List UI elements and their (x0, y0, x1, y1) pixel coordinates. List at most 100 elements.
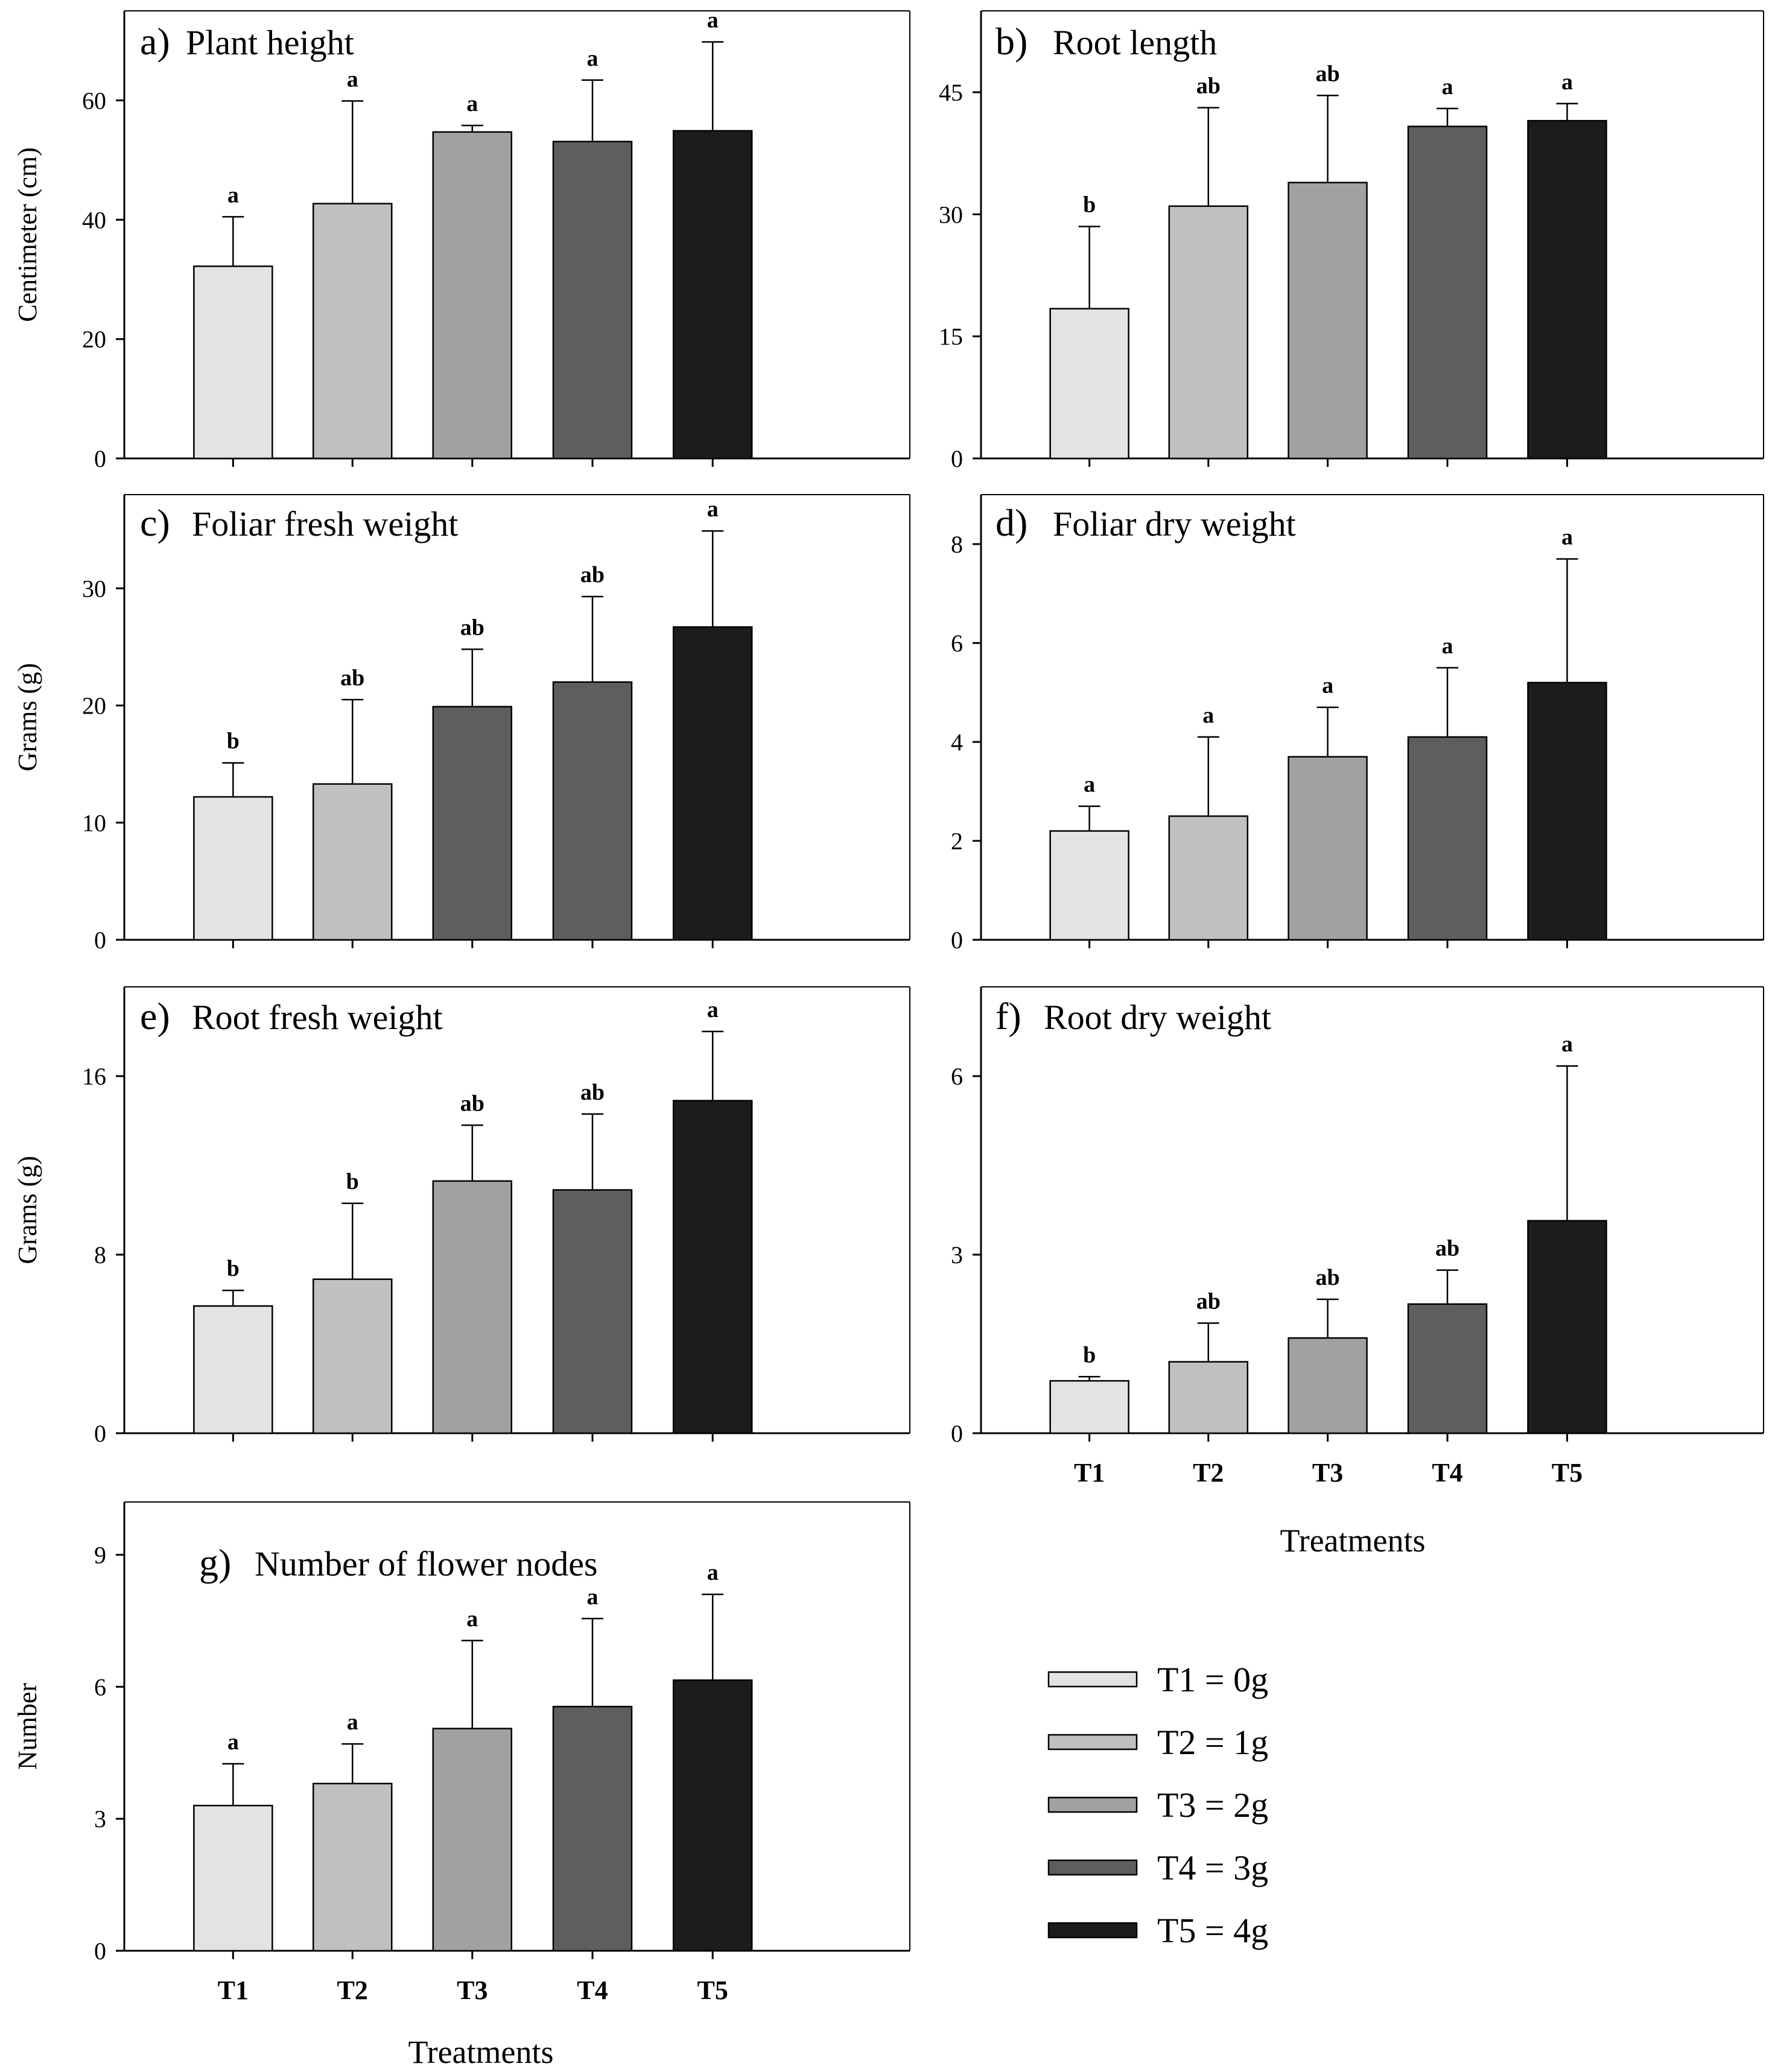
y-tick-label: 20 (82, 326, 106, 353)
significance-label: ab (1316, 1265, 1340, 1290)
bar-t1 (1049, 1380, 1129, 1434)
y-tick-label: 8 (951, 531, 963, 558)
significance-label: a (707, 496, 719, 522)
bar-t4 (552, 1705, 633, 1952)
legend-label: T2 = 1g (1157, 1723, 1268, 1762)
bar-t5 (1527, 1220, 1607, 1434)
significance-label: a (1084, 772, 1095, 797)
y-tick-label: 0 (951, 445, 963, 472)
bar-t3 (1288, 756, 1368, 941)
y-tick-label: 6 (951, 1063, 963, 1090)
bar-t5 (672, 1100, 753, 1434)
y-tick-label: 6 (94, 1673, 106, 1700)
y-tick-label: 0 (94, 445, 106, 472)
y-tick-label: 15 (939, 323, 963, 350)
y-tick-label: 30 (82, 575, 106, 602)
bar-t5 (1527, 682, 1607, 941)
panel-letter: d) (996, 501, 1027, 544)
panel-e: 0 8 16 Grams (g) b b ab ab a e) Root fresh weight (13, 986, 910, 1447)
significance-label: ab (460, 1091, 484, 1116)
x-tick-label: T3 (457, 1975, 487, 2005)
bar-t2 (1168, 1361, 1249, 1434)
significance-label: a (1202, 703, 1214, 728)
significance-label: a (227, 1729, 239, 1755)
bar-t5 (672, 1679, 753, 1952)
bar-t1 (193, 796, 273, 941)
panel-title: Root length (1053, 23, 1217, 62)
significance-label: ab (340, 665, 364, 691)
bar-t4 (552, 1189, 633, 1434)
bar-t2 (1168, 815, 1249, 941)
significance-label: a (707, 997, 719, 1022)
panel-title: Foliar dry weight (1053, 504, 1296, 543)
significance-label: a (347, 66, 358, 92)
y-tick-label: 8 (94, 1241, 106, 1269)
y-tick-label: 10 (82, 809, 106, 837)
x-tick-label: T1 (218, 1975, 249, 2005)
y-axis-label: Number (13, 1683, 42, 1770)
significance-label: b (1083, 1342, 1096, 1367)
y-tick-label: 3 (951, 1241, 963, 1269)
significance-label: ab (1196, 1288, 1221, 1314)
bar-t4 (552, 141, 633, 460)
bar-t1 (193, 1305, 273, 1434)
significance-label: b (346, 1169, 359, 1194)
significance-label: a (1442, 633, 1453, 659)
bar-t3 (432, 131, 513, 460)
significance-label: a (1561, 525, 1573, 550)
bar-t3 (1288, 182, 1368, 460)
panel-c: 0 10 20 30 Grams (g) b ab ab ab a c) Foliar fresh w… (13, 494, 910, 954)
bar-t4 (1407, 1303, 1488, 1434)
y-tick-label: 16 (82, 1063, 106, 1090)
bar-t1 (1049, 308, 1129, 460)
y-tick-label: 40 (82, 206, 106, 233)
legend-label: T3 = 2g (1157, 1785, 1268, 1825)
x-tick-label: T3 (1312, 1458, 1343, 1487)
significance-label: a (347, 1709, 358, 1735)
y-tick-label: 4 (951, 729, 963, 756)
legend-swatch (1047, 1734, 1138, 1750)
panel-a: 0 20 40 60 Centimeter (cm) a a a a a a) Plant heigh… (13, 7, 910, 472)
x-tick-label: T4 (577, 1975, 608, 2005)
bar-t4 (552, 681, 633, 941)
significance-label: a (466, 1606, 478, 1632)
bar-t1 (1049, 830, 1129, 941)
panel-letter: c) (140, 501, 170, 544)
significance-label: a (586, 46, 598, 71)
bar-t5 (672, 626, 753, 941)
significance-label: b (227, 1256, 240, 1281)
y-tick-label: 45 (939, 79, 963, 106)
legend-label: T4 = 3g (1157, 1848, 1268, 1887)
x-axis-label-right: Treatments (1280, 1522, 1426, 1559)
bar-t3 (432, 706, 513, 941)
legend-swatch (1047, 1922, 1138, 1939)
y-tick-label: 20 (82, 692, 106, 720)
bar-t4 (1407, 125, 1488, 460)
y-tick-label: 60 (82, 87, 106, 114)
significance-label: b (1083, 192, 1096, 218)
significance-label: ab (580, 562, 605, 588)
x-tick-label: T5 (697, 1975, 728, 2005)
panel-letter: g) (199, 1541, 231, 1584)
bar-t4 (1407, 736, 1488, 941)
bar-t3 (1288, 1337, 1368, 1434)
legend-swatch (1047, 1859, 1138, 1876)
legend: T1 = 0g T2 = 1g T3 = 2g T4 = 3g T5 = 4g (1047, 1660, 1268, 1950)
x-tick-label: T4 (1432, 1458, 1462, 1487)
bar-t5 (672, 130, 753, 460)
y-tick-label: 0 (94, 1420, 106, 1447)
bar-t1 (193, 1805, 273, 1952)
bar-t2 (312, 203, 393, 460)
significance-label: a (1561, 69, 1573, 95)
panel-letter: f) (996, 995, 1021, 1038)
significance-label: a (1322, 673, 1333, 699)
y-tick-label: 30 (939, 201, 963, 228)
x-tick-label: T1 (1074, 1458, 1105, 1487)
bar-t2 (1168, 205, 1249, 460)
panel-title: Root fresh weight (192, 998, 443, 1037)
significance-label: ab (460, 615, 484, 640)
y-tick-label: 0 (951, 1420, 963, 1447)
panel-title: Number of flower nodes (255, 1544, 598, 1583)
significance-label: ab (1435, 1236, 1459, 1261)
y-tick-label: 3 (94, 1805, 106, 1833)
